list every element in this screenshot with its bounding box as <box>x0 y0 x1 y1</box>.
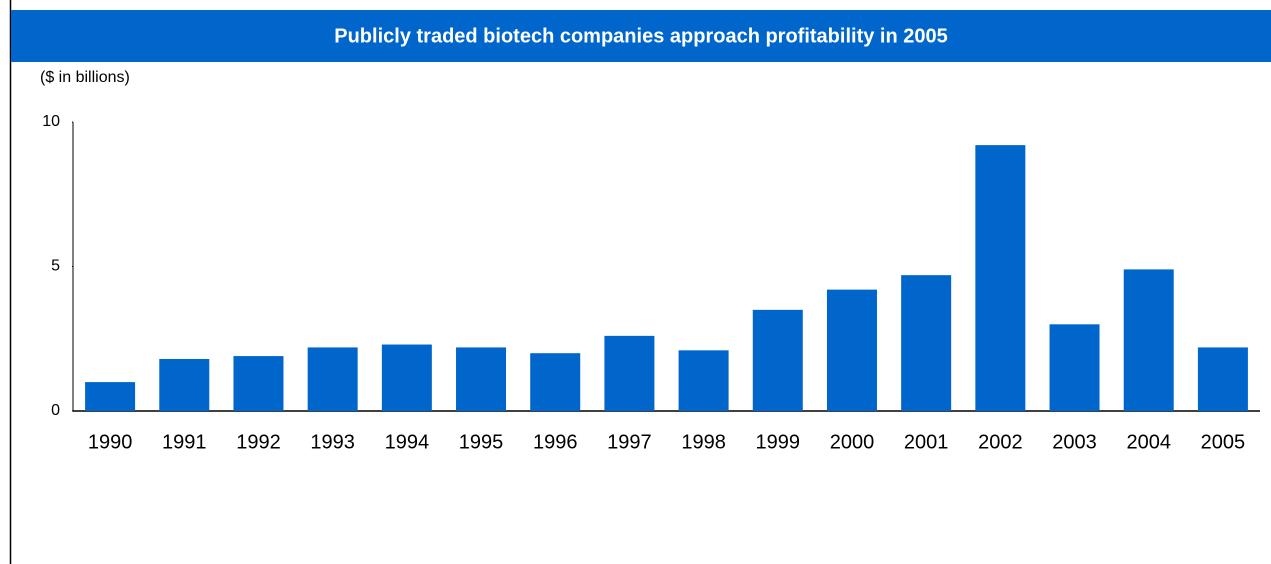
x-tick-label: 2002 <box>978 431 1023 453</box>
x-tick-label: 1993 <box>310 431 355 453</box>
bar <box>233 356 284 411</box>
x-tick-label: 1990 <box>88 431 133 453</box>
y-axis-label: ($ in billions) <box>40 69 130 86</box>
chart-title: Publicly traded biotech companies approa… <box>334 25 947 47</box>
x-tick-label: 1995 <box>459 431 504 453</box>
x-tick-label: 2001 <box>904 431 949 453</box>
x-tick-label: 1997 <box>607 431 652 453</box>
bar <box>381 344 432 411</box>
bar <box>604 335 655 411</box>
bar <box>901 275 952 411</box>
x-tick-label: 1992 <box>236 431 281 453</box>
bar <box>975 145 1026 411</box>
bar <box>678 350 729 411</box>
bar <box>85 382 136 411</box>
x-tick-label: 1994 <box>385 431 430 453</box>
x-tick-label: 1996 <box>533 431 578 453</box>
x-tick-label: 2004 <box>1126 431 1171 453</box>
x-tick-label: 2003 <box>1052 431 1097 453</box>
bar <box>1123 269 1174 411</box>
bar <box>159 358 210 411</box>
x-tick-label: 1998 <box>681 431 726 453</box>
bar <box>530 353 581 411</box>
y-tick-label: 10 <box>42 113 60 130</box>
bar <box>826 289 877 411</box>
bar <box>456 347 507 411</box>
bar <box>1197 347 1248 411</box>
bar <box>1049 324 1100 411</box>
y-tick-label: 5 <box>51 258 60 275</box>
title-banner <box>11 10 1271 62</box>
bar <box>307 347 358 411</box>
x-tick-label: 1999 <box>756 431 801 453</box>
x-tick-label: 2005 <box>1201 431 1246 453</box>
x-tick-label: 2000 <box>830 431 875 453</box>
x-tick-label: 1991 <box>162 431 207 453</box>
bar <box>752 309 803 411</box>
y-tick-label: 0 <box>51 402 60 419</box>
